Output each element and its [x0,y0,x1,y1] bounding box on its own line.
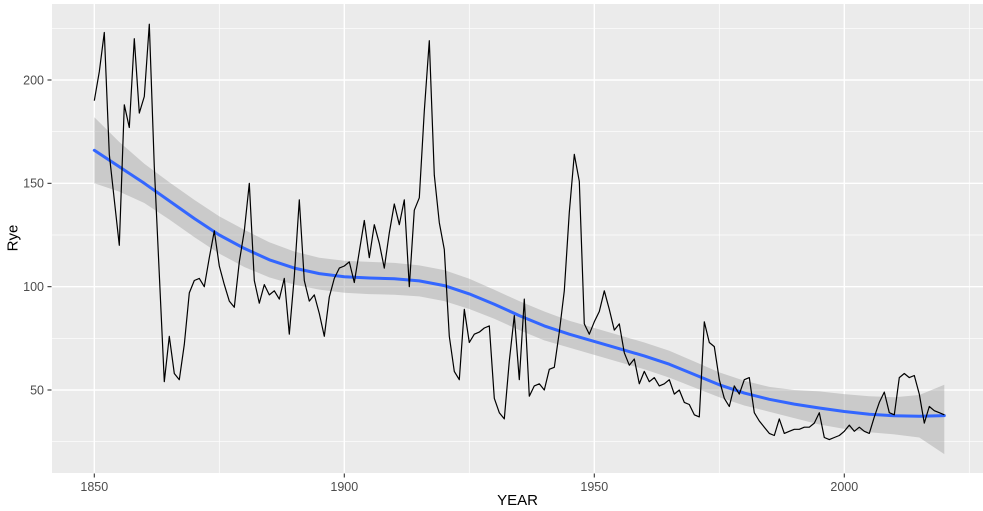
y-axis-title: Rye [4,224,22,252]
y-tick-label: 50 [30,383,44,397]
x-tick-label: 1900 [330,480,358,494]
observed-data-line [93,23,945,441]
x-tick-label: 2000 [830,480,858,494]
x-tick-label: 1850 [80,480,108,494]
y-tick-label: 100 [23,280,44,294]
confidence-band [94,117,945,455]
plot-panel [52,4,983,473]
y-tick-label: 150 [23,177,44,191]
y-tick-label: 200 [23,73,44,87]
smooth-trend-line [92,148,946,418]
x-axis-title: YEAR [497,492,538,509]
x-tick-label: 1950 [580,480,608,494]
